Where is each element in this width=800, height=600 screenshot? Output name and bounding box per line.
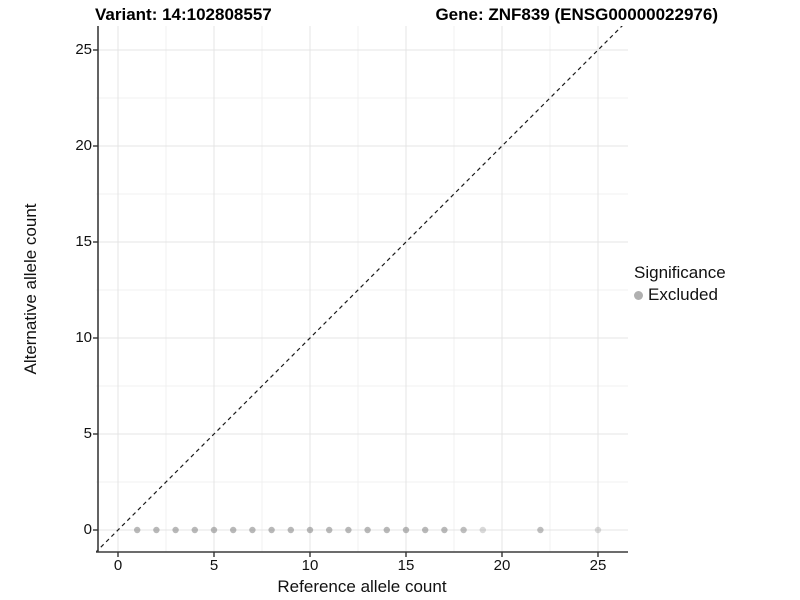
data-point — [460, 526, 467, 534]
legend: Significance Excluded — [634, 263, 726, 305]
x-tick-label: 0 — [113, 557, 123, 574]
data-point — [268, 526, 275, 534]
x-tick-label: 25 — [589, 557, 607, 574]
data-point — [249, 526, 256, 534]
data-point — [134, 526, 141, 534]
x-axis-title: Reference allele count — [277, 577, 447, 596]
data-point — [191, 526, 198, 534]
identity-reference-line — [96, 26, 623, 552]
y-tick-label: 25 — [75, 41, 92, 58]
gene-title: Gene: ZNF839 (ENSG00000022976) — [435, 5, 718, 24]
x-tick-label: 10 — [301, 557, 319, 574]
y-tick-label: 15 — [75, 233, 92, 250]
data-point — [422, 526, 429, 534]
y-tick-label: 20 — [75, 137, 92, 154]
data-point — [537, 526, 544, 534]
x-tick-label: 20 — [493, 557, 511, 574]
data-point — [287, 526, 294, 534]
excluded-point-icon — [634, 290, 643, 300]
data-point — [210, 526, 218, 534]
data-point — [594, 526, 602, 534]
x-tick-label: 15 — [397, 557, 415, 574]
data-point — [479, 526, 486, 534]
data-point — [306, 526, 314, 534]
y-axis-title: Alternative allele count — [21, 203, 40, 375]
data-point — [402, 526, 410, 534]
data-point — [230, 526, 237, 534]
data-point — [172, 526, 179, 534]
data-point — [153, 526, 160, 534]
y-tick-label: 0 — [83, 521, 92, 538]
legend-entry-label: Excluded — [648, 285, 718, 304]
x-tick-label: 5 — [209, 557, 219, 574]
data-point — [441, 526, 448, 534]
data-point — [345, 526, 352, 534]
legend-title: Significance — [634, 263, 726, 282]
legend-entry-excluded: Excluded — [634, 285, 726, 305]
y-tick-label: 5 — [83, 425, 92, 442]
data-point — [326, 526, 333, 534]
y-tick-label: 10 — [75, 329, 92, 346]
data-point — [383, 526, 390, 534]
data-point — [364, 526, 371, 534]
variant-title: Variant: 14:102808557 — [95, 5, 272, 24]
